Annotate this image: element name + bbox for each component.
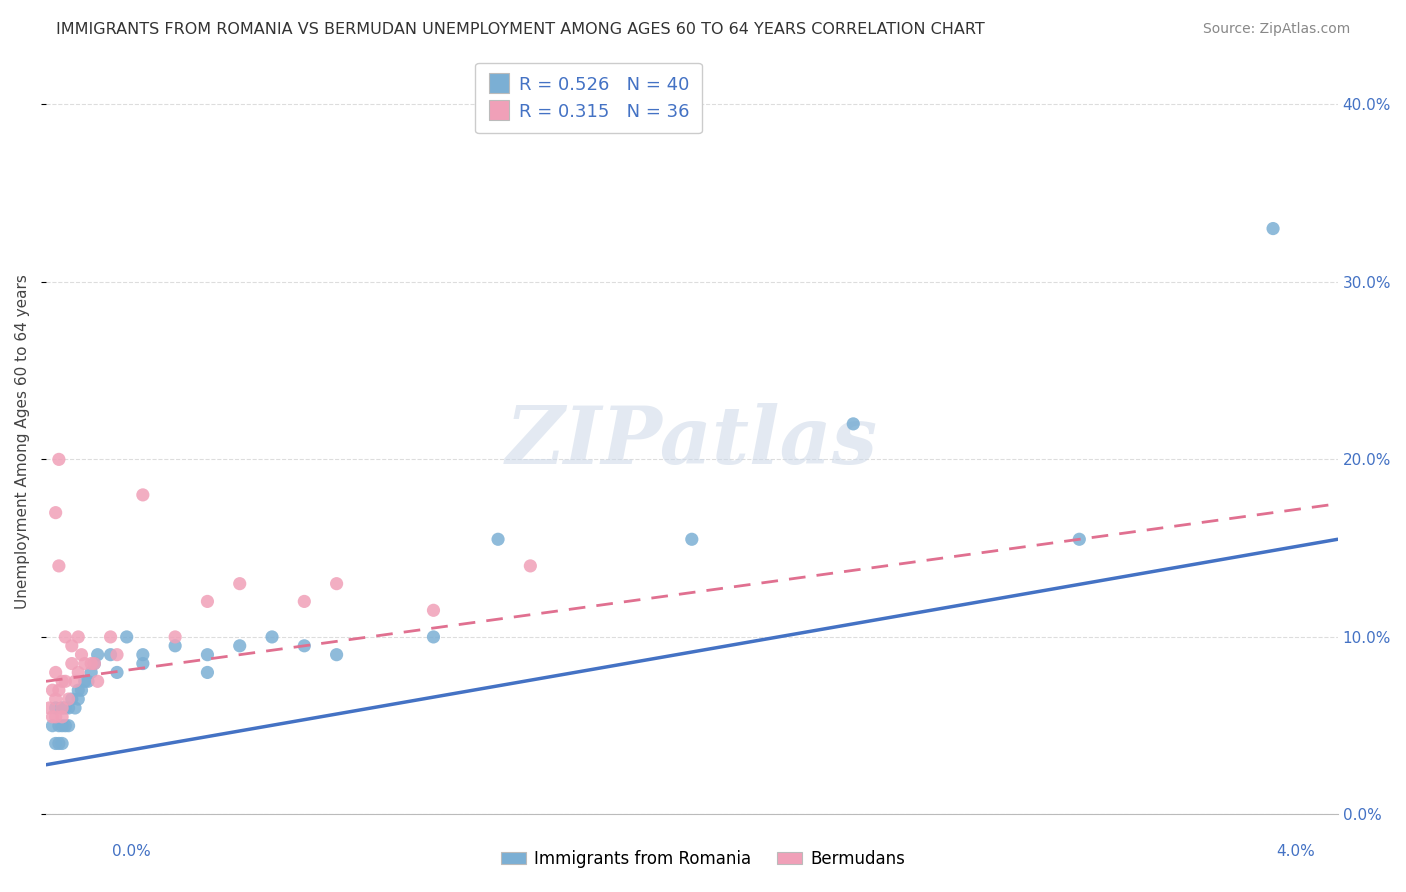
Point: [45, 701, 67, 715]
Point: [77, 674, 100, 689]
Point: [292, 639, 315, 653]
Point: [41, 710, 63, 724]
Point: [53, 630, 76, 644]
Point: [197, 594, 219, 608]
Point: [70, 648, 93, 662]
Point: [45, 692, 67, 706]
Point: [1069, 533, 1091, 547]
Point: [53, 719, 76, 733]
Point: [48, 558, 70, 573]
Text: 0.0%: 0.0%: [112, 845, 152, 859]
Point: [67, 683, 90, 698]
Point: [58, 701, 80, 715]
Point: [60, 692, 83, 706]
Point: [51, 701, 73, 715]
Point: [260, 630, 283, 644]
Point: [38, 701, 60, 715]
Point: [519, 558, 541, 573]
Point: [67, 665, 90, 680]
Point: [53, 701, 76, 715]
Point: [58, 692, 80, 706]
Legend: Immigrants from Romania, Bermudans: Immigrants from Romania, Bermudans: [495, 844, 911, 875]
Point: [67, 692, 90, 706]
Point: [51, 736, 73, 750]
Point: [197, 665, 219, 680]
Point: [681, 533, 703, 547]
Point: [45, 665, 67, 680]
Point: [83, 657, 105, 671]
Text: IMMIGRANTS FROM ROMANIA VS BERMUDAN UNEMPLOYMENT AMONG AGES 60 TO 64 YEARS CORRE: IMMIGRANTS FROM ROMANIA VS BERMUDAN UNEM…: [56, 22, 986, 37]
Point: [58, 719, 80, 733]
Point: [165, 630, 187, 644]
Point: [45, 736, 67, 750]
Text: 4.0%: 4.0%: [1275, 845, 1315, 859]
Point: [228, 639, 250, 653]
Point: [45, 710, 67, 724]
Point: [73, 674, 96, 689]
Point: [228, 576, 250, 591]
Point: [86, 648, 108, 662]
Point: [105, 665, 128, 680]
Point: [105, 648, 128, 662]
Point: [51, 674, 73, 689]
Point: [60, 657, 83, 671]
Point: [67, 630, 90, 644]
Point: [45, 506, 67, 520]
Point: [51, 701, 73, 715]
Y-axis label: Unemployment Among Ages 60 to 64 years: Unemployment Among Ages 60 to 64 years: [15, 274, 30, 609]
Point: [41, 719, 63, 733]
Point: [100, 630, 122, 644]
Point: [63, 674, 86, 689]
Point: [325, 576, 347, 591]
Point: [842, 417, 865, 431]
Point: [86, 674, 108, 689]
Point: [48, 719, 70, 733]
Point: [486, 533, 509, 547]
Point: [48, 683, 70, 698]
Text: Source: ZipAtlas.com: Source: ZipAtlas.com: [1202, 22, 1350, 37]
Text: ZIPatlas: ZIPatlas: [506, 403, 877, 481]
Point: [132, 488, 155, 502]
Point: [80, 665, 103, 680]
Legend: R = 0.526   N = 40, R = 0.315   N = 36: R = 0.526 N = 40, R = 0.315 N = 36: [475, 62, 702, 133]
Point: [197, 648, 219, 662]
Point: [48, 452, 70, 467]
Point: [63, 701, 86, 715]
Point: [115, 630, 138, 644]
Point: [48, 736, 70, 750]
Point: [83, 657, 105, 671]
Point: [422, 630, 444, 644]
Point: [73, 657, 96, 671]
Point: [292, 594, 315, 608]
Point: [1261, 221, 1284, 235]
Point: [60, 639, 83, 653]
Point: [132, 657, 155, 671]
Point: [422, 603, 444, 617]
Point: [53, 674, 76, 689]
Point: [51, 719, 73, 733]
Point: [100, 648, 122, 662]
Point: [132, 648, 155, 662]
Point: [325, 648, 347, 662]
Point: [70, 683, 93, 698]
Point: [51, 710, 73, 724]
Point: [80, 657, 103, 671]
Point: [165, 639, 187, 653]
Point: [41, 683, 63, 698]
